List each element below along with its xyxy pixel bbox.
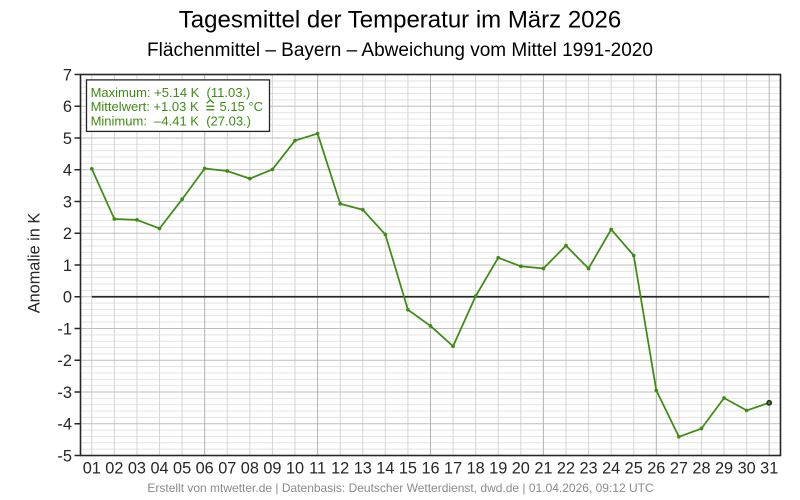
svg-text:-5: -5 bbox=[57, 447, 72, 465]
svg-text:1: 1 bbox=[63, 257, 72, 275]
svg-text:06: 06 bbox=[196, 460, 214, 478]
svg-text:5.15 °C: 5.15 °C bbox=[220, 99, 264, 114]
svg-text:2: 2 bbox=[63, 225, 72, 243]
svg-text:Minimum: –4.41 K (27.03.): Minimum: –4.41 K (27.03.) bbox=[91, 114, 251, 129]
svg-text:16: 16 bbox=[421, 460, 439, 478]
svg-text:27: 27 bbox=[670, 460, 688, 478]
svg-text:22: 22 bbox=[557, 460, 575, 478]
svg-text:08: 08 bbox=[241, 460, 259, 478]
svg-text:23: 23 bbox=[579, 460, 597, 478]
svg-text:5: 5 bbox=[63, 130, 72, 148]
svg-text:Maximum: +5.14 K (11.03.): Maximum: +5.14 K (11.03.) bbox=[91, 85, 251, 100]
svg-text:3: 3 bbox=[63, 193, 72, 211]
svg-text:-1: -1 bbox=[57, 320, 72, 338]
svg-text:0: 0 bbox=[63, 289, 72, 307]
svg-text:10: 10 bbox=[286, 460, 304, 478]
svg-text:03: 03 bbox=[128, 460, 146, 478]
svg-text:12: 12 bbox=[331, 460, 349, 478]
svg-text:Mittelwert: +1.03 K: Mittelwert: +1.03 K bbox=[91, 99, 199, 114]
svg-text:04: 04 bbox=[150, 460, 168, 478]
svg-text:26: 26 bbox=[647, 460, 665, 478]
svg-text:14: 14 bbox=[376, 460, 394, 478]
svg-text:29: 29 bbox=[715, 460, 733, 478]
svg-text:17: 17 bbox=[444, 460, 462, 478]
svg-text:-2: -2 bbox=[57, 352, 72, 370]
svg-text:02: 02 bbox=[105, 460, 123, 478]
svg-text:20: 20 bbox=[512, 460, 530, 478]
svg-text:11: 11 bbox=[309, 460, 326, 478]
svg-text:09: 09 bbox=[263, 460, 281, 478]
svg-text:Tagesmittel der Temperatur im: Tagesmittel der Temperatur im März 2026 bbox=[179, 6, 621, 33]
svg-text:28: 28 bbox=[692, 460, 710, 478]
svg-text:24: 24 bbox=[602, 460, 620, 478]
svg-text:18: 18 bbox=[467, 460, 485, 478]
svg-text:Erstellt von mtwetter.de | Dat: Erstellt von mtwetter.de | Datenbasis: D… bbox=[147, 481, 654, 495]
svg-text:21: 21 bbox=[534, 460, 552, 478]
svg-text:4: 4 bbox=[63, 162, 72, 180]
svg-text:7: 7 bbox=[63, 66, 72, 84]
svg-text:15: 15 bbox=[399, 460, 417, 478]
svg-text:30: 30 bbox=[738, 460, 756, 478]
svg-text:25: 25 bbox=[625, 460, 643, 478]
svg-text:19: 19 bbox=[489, 460, 507, 478]
svg-text:6: 6 bbox=[63, 98, 72, 116]
svg-text:Flächenmittel – Bayern – Abwei: Flächenmittel – Bayern – Abweichung vom … bbox=[147, 40, 653, 61]
svg-text:-4: -4 bbox=[57, 416, 72, 434]
svg-text:07: 07 bbox=[218, 460, 236, 478]
svg-text:01: 01 bbox=[83, 460, 101, 478]
svg-text:05: 05 bbox=[173, 460, 191, 478]
svg-text:-3: -3 bbox=[57, 384, 72, 402]
svg-text:13: 13 bbox=[354, 460, 372, 478]
svg-text:Anomalie in K: Anomalie in K bbox=[26, 213, 44, 314]
svg-text:31: 31 bbox=[760, 460, 778, 478]
